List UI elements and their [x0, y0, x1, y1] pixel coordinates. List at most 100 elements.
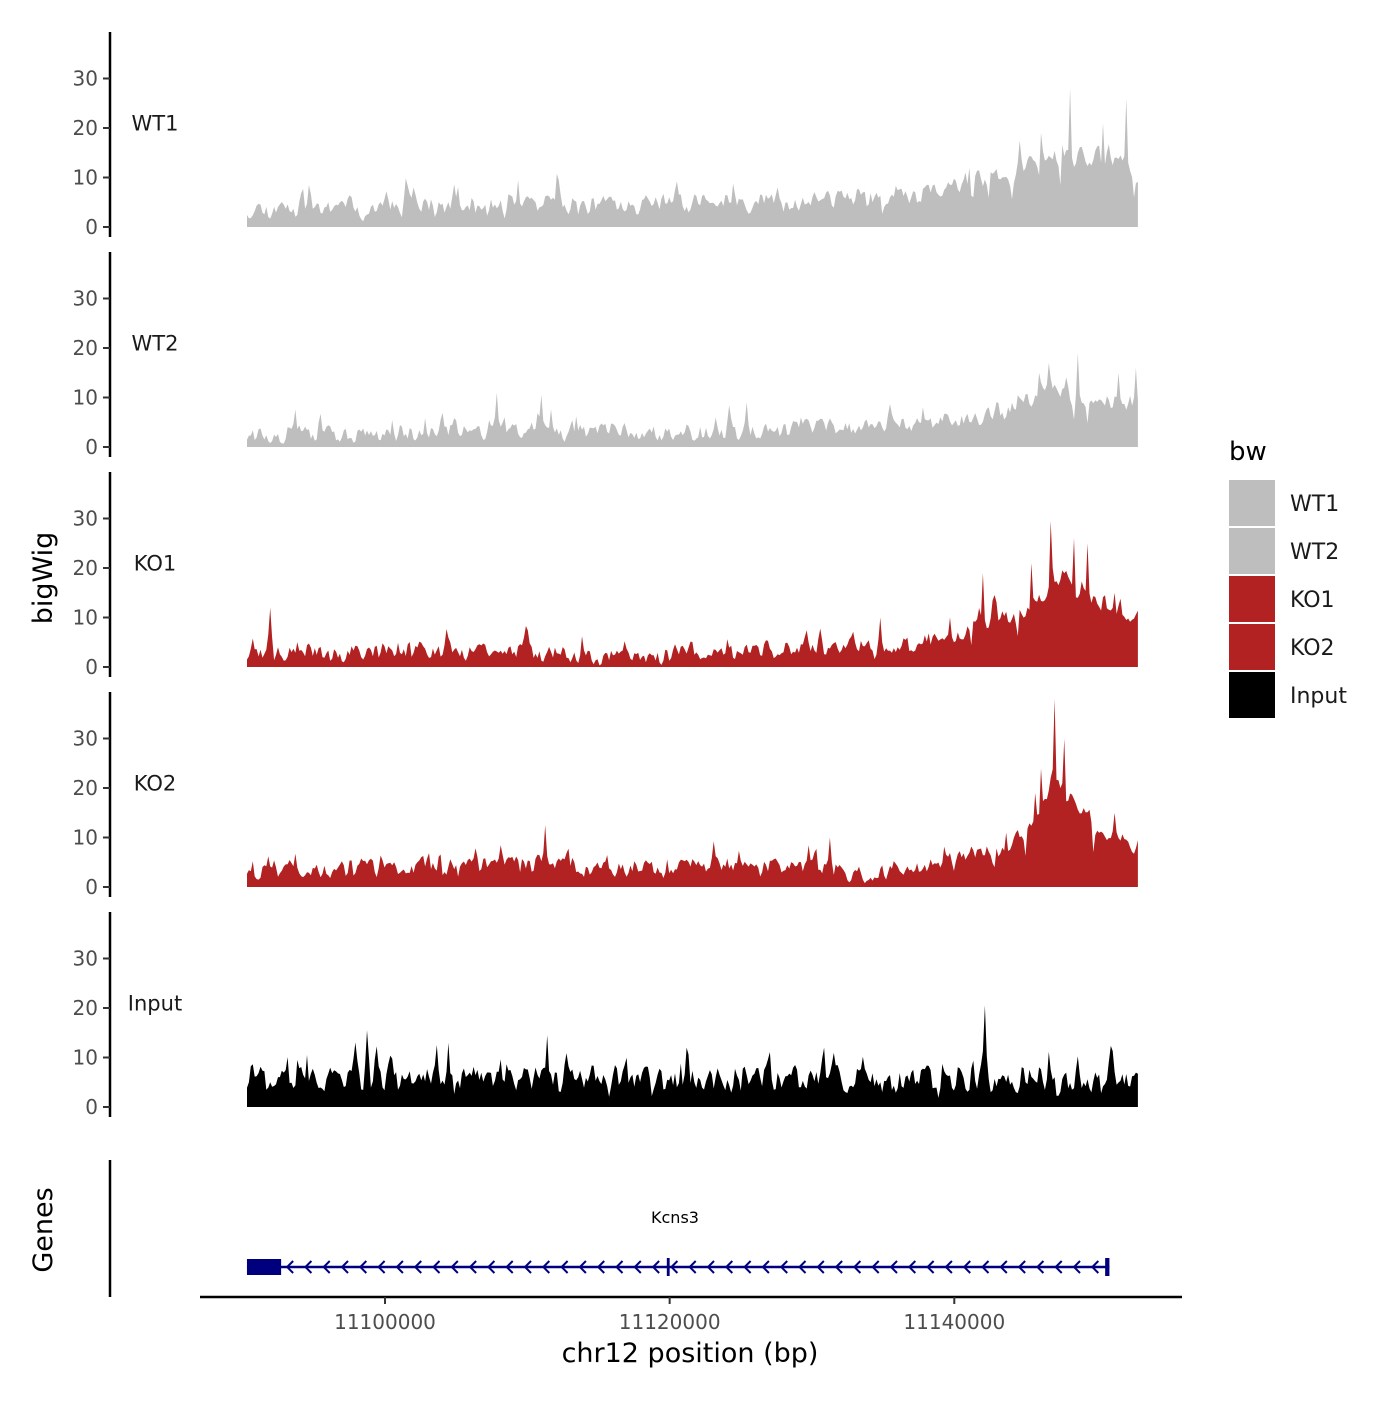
strand-arrow — [322, 1260, 331, 1274]
track-wt2: 0 10 20 30 WT2 — [73, 252, 1138, 459]
strand-arrow — [304, 1260, 313, 1274]
y-tick-label: 0 — [85, 875, 98, 899]
y-tick-label: 10 — [73, 386, 98, 410]
strand-arrow — [688, 1260, 697, 1274]
y-tick-label: 20 — [73, 776, 98, 800]
genes-panel: Kcns3 — [108, 1160, 1110, 1297]
strand-arrow — [871, 1260, 880, 1274]
coverage-area — [247, 698, 1138, 887]
strand-arrow — [358, 1260, 368, 1274]
strand-arrow — [981, 1260, 990, 1274]
legend-label: WT1 — [1290, 492, 1339, 517]
strand-arrow — [633, 1260, 642, 1274]
gene-exon — [1105, 1258, 1110, 1276]
strand-arrow — [853, 1260, 862, 1274]
strand-arrow — [615, 1260, 624, 1274]
gene-exon — [666, 1258, 670, 1276]
strand-arrow — [1054, 1260, 1063, 1274]
strand-arrow — [340, 1260, 349, 1274]
strand-arrow — [834, 1260, 843, 1274]
track-ko1: 0 10 20 30 KO1 — [73, 472, 1138, 679]
strand-arrow — [505, 1260, 514, 1274]
strand-arrow — [523, 1260, 532, 1274]
y-tick-label: 30 — [73, 727, 98, 751]
strand-arrow — [706, 1260, 715, 1274]
x-axis-title: chr12 position (bp) — [562, 1338, 819, 1369]
track-ko2: 0 10 20 30 KO2 — [73, 692, 1138, 899]
strand-arrow — [541, 1260, 551, 1274]
legend: bw WT1 WT2 KO1 KO2 Input — [1229, 437, 1347, 718]
legend-label: KO1 — [1290, 588, 1335, 613]
legend-swatch — [1229, 480, 1275, 526]
y-tick-label: 20 — [73, 996, 98, 1020]
strand-arrow — [926, 1260, 935, 1274]
track-input: 0 10 20 30 Input — [73, 912, 1138, 1119]
y-tick-label: 0 — [85, 1095, 98, 1119]
coverage-area — [247, 352, 1138, 447]
legend-swatch — [1229, 624, 1275, 670]
strand-arrow — [724, 1260, 734, 1274]
track-label: KO2 — [134, 771, 177, 795]
y-tick-label: 10 — [73, 826, 98, 850]
strand-arrow — [1017, 1260, 1026, 1274]
legend-swatch — [1229, 672, 1275, 718]
legend-label: WT2 — [1290, 540, 1339, 565]
strand-arrow — [432, 1260, 441, 1274]
coverage-area — [247, 521, 1138, 667]
strand-arrow — [999, 1260, 1008, 1274]
gene-label: Kcns3 — [651, 1208, 699, 1227]
strand-arrow — [578, 1260, 587, 1274]
coverage-area — [247, 88, 1138, 228]
strand-arrow — [779, 1260, 788, 1274]
strand-arrow — [816, 1260, 825, 1274]
y-tick-label: 10 — [73, 166, 98, 190]
y-tick-label: 30 — [73, 287, 98, 311]
legend-label: Input — [1290, 684, 1347, 709]
strand-arrow — [670, 1260, 679, 1274]
strand-arrow — [743, 1260, 752, 1274]
x-tick-label: 11100000 — [334, 1310, 436, 1334]
strand-arrow — [1036, 1260, 1045, 1274]
y-tick-label: 20 — [73, 116, 98, 140]
x-tick-label: 11120000 — [619, 1310, 721, 1334]
genes-axis-title: Genes — [28, 1187, 59, 1272]
strand-arrow — [285, 1260, 294, 1274]
track-wt1: 0 10 20 30 WT1 — [73, 32, 1138, 239]
y-tick-label: 10 — [73, 606, 98, 630]
strand-arrow — [907, 1260, 917, 1274]
legend-swatch — [1229, 528, 1275, 574]
strand-arrow — [1090, 1260, 1100, 1274]
strand-arrow — [377, 1260, 386, 1274]
x-axis: 11100000 11120000 11140000 — [200, 1295, 1182, 1334]
y-tick-label: 30 — [73, 67, 98, 91]
strand-arrow — [596, 1260, 605, 1274]
strand-arrow — [761, 1260, 770, 1274]
strand-arrow — [944, 1260, 953, 1274]
y-tick-label: 0 — [85, 435, 98, 459]
strand-arrow — [798, 1260, 807, 1274]
strand-arrow — [1072, 1260, 1081, 1274]
legend-swatch — [1229, 576, 1275, 622]
track-label: WT1 — [132, 111, 179, 135]
y-tick-label: 30 — [73, 947, 98, 971]
strand-arrow — [560, 1260, 569, 1274]
legend-label: KO2 — [1290, 636, 1335, 661]
y-tick-label: 0 — [85, 215, 98, 239]
coverage-area — [247, 1005, 1138, 1107]
tracks-layer: 0 10 20 30 WT1 0 10 20 30 WT2 0 10 20 30 KO1 0 10 20 30 KO2… — [73, 32, 1138, 1119]
strand-arrow — [651, 1260, 660, 1274]
y-tick-label: 20 — [73, 336, 98, 360]
strand-arrow — [395, 1260, 404, 1274]
track-label: Input — [128, 991, 182, 1015]
strand-arrow — [487, 1260, 496, 1274]
track-label: KO1 — [134, 551, 177, 575]
strand-arrow — [962, 1260, 971, 1274]
strand-arrow — [413, 1260, 422, 1274]
y-tick-label: 10 — [73, 1046, 98, 1070]
y-axis-title: bigWig — [28, 532, 59, 625]
y-tick-label: 20 — [73, 556, 98, 580]
strand-arrow — [889, 1260, 898, 1274]
track-label: WT2 — [132, 331, 179, 355]
